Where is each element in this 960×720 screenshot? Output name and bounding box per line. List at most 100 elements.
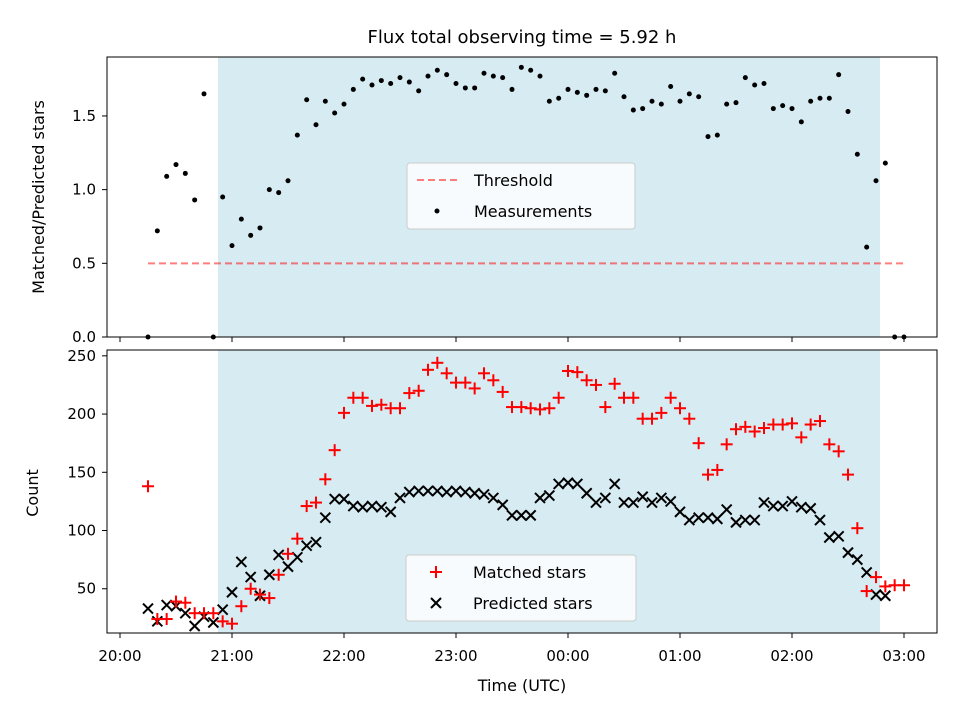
predicted-point [459,486,472,498]
predicted-point [394,492,406,504]
measurement-point [266,187,272,193]
measurement-point [378,78,384,84]
measurement-point [584,92,590,98]
predicted-point [702,511,714,524]
measurement-point [332,110,338,116]
bottom-x-ticks: 20:00 21:00 22:00 23:00 00:00 01:00 02:00 03:00 [98,633,926,665]
measurement-point [649,98,655,104]
measurement-point [770,106,776,112]
measurement-point [817,95,823,101]
predicted-point [207,616,220,629]
predicted-point [422,485,434,497]
bottom-marks [142,356,910,632]
measurement-point [808,98,814,104]
measurement-point [462,85,468,91]
matched-point [860,585,873,598]
bottom-axes-frame [106,349,938,634]
measurement-point [453,81,459,87]
matched-point [431,356,444,369]
bottom-y-ticks: 50 100 150 200 250 [67,347,107,598]
measurement-point [789,106,795,112]
bottom-legend: Matched stars Predicted stars [405,554,637,622]
measurement-point [612,70,618,76]
measurement-point [406,79,412,85]
matched-point [496,385,509,398]
matched-legend-label: Matched stars [473,563,586,582]
predicted-point [842,546,854,559]
top-ylabel: Matched/Predicted stars [29,100,48,294]
matched-point [711,463,724,476]
predicted-point [356,501,369,513]
measurements-legend-swatch [434,208,440,214]
measurement-point [434,67,440,73]
top-legend-box [406,162,636,230]
measurement-point [276,190,282,196]
measurement-point [173,162,179,168]
bottom-legend-box [405,554,637,622]
measurement-point [593,86,599,92]
measurement-point [481,70,487,76]
predicted-point [552,478,565,490]
matched-point [627,391,640,404]
predicted-point [739,514,752,526]
measurement-point [845,109,851,115]
matched-legend-swatch [430,566,442,578]
matched-point [879,580,892,593]
matched-point [356,391,369,404]
predicted-point [879,590,892,602]
measurement-point [500,75,506,81]
matched-point [160,613,173,626]
predicted-point [310,536,322,548]
y-tick-label: 100 [67,522,96,540]
predicted-point [832,530,845,543]
matched-point [216,615,229,628]
predicted-point [711,513,724,525]
predicted-point [851,553,864,566]
top-legend: Threshold Measurements [406,162,636,230]
measurement-point [425,73,431,79]
matched-point [786,417,798,430]
predicted-point [636,491,649,503]
measurement-point [537,73,543,79]
y-tick-label: 1.5 [72,107,96,125]
measurement-point [882,160,888,166]
measurement-point [490,73,496,79]
predicted-point [814,514,826,526]
matched-point [226,617,238,630]
measurement-point [257,225,263,231]
bottom-panel: 50 100 150 200 250 20:00 21:00 22:00 23:00 00:00… [23,347,938,695]
matched-point [870,571,882,584]
matched-point [702,468,714,481]
matched-point [440,367,453,380]
predicted-point [188,620,201,632]
y-tick-label: 0.0 [72,328,96,346]
measurement-point [752,82,758,88]
matched-point [898,579,910,592]
threshold-legend-label: Threshold [473,171,553,190]
predicted-point [664,495,677,508]
measurement-point [733,100,739,106]
predicted-legend-swatch [430,597,442,609]
x-tick-label: 22:00 [322,647,365,665]
measurement-point [873,178,879,184]
matched-point [244,582,257,595]
matched-point [459,376,472,389]
matched-point [795,431,808,444]
x-tick-label: 21:00 [210,647,253,665]
measurement-point [313,122,319,128]
measurement-point [509,86,515,92]
matched-point [674,402,686,415]
top-axes-frame [106,56,938,338]
matched-point [282,547,294,560]
predicted-legend-label: Predicted stars [473,594,593,613]
matched-point [655,406,668,419]
matched-point [263,592,276,605]
predicted-point [412,485,425,497]
matched-point [534,403,546,416]
predicted-point [804,502,817,515]
matched-point [590,378,602,391]
matched-point [403,387,416,400]
predicted-point [375,501,388,513]
matched-point [394,402,406,415]
measurement-point [416,88,422,94]
